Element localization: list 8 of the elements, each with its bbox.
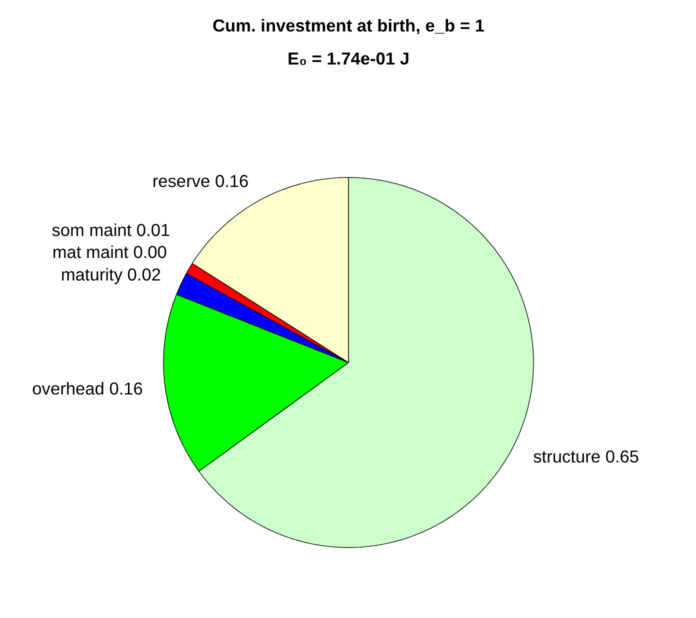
slice-label: maturity 0.02: [60, 264, 162, 284]
chart-title: Cum. investment at birth, e_b = 1: [212, 16, 485, 36]
chart-subtitle: E₀ = 1.74e-01 J: [288, 48, 410, 68]
slice-label: structure 0.65: [533, 446, 640, 467]
slice-label: overhead 0.16: [32, 378, 143, 398]
slice-label: som maint 0.01: [52, 220, 170, 240]
category-label: mat maint 0.00: [52, 242, 167, 262]
slice-label: reserve 0.16: [152, 170, 249, 191]
